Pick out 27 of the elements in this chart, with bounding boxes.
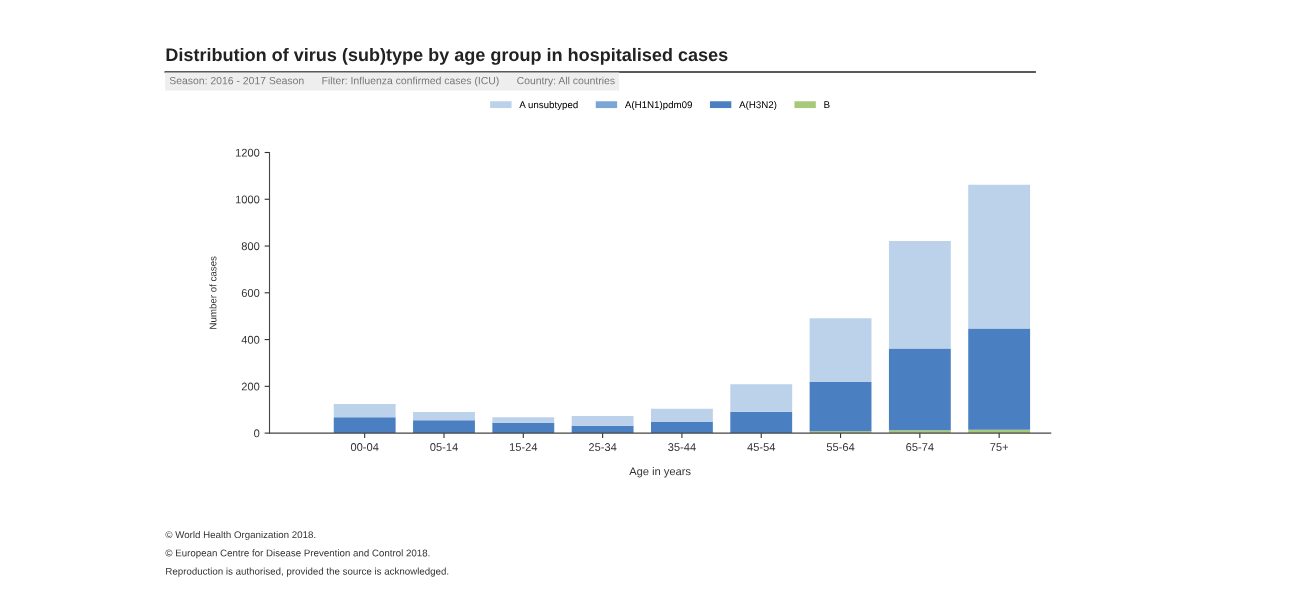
x-tick-label: 45-54	[747, 443, 776, 451]
x-tick-label: 00-04	[350, 443, 379, 451]
text: © European Centre for Disease Prevention and Control 2018.	[165, 549, 430, 559]
chart-subtitle: Season: 2016 - 2017 Season Filter: Influenza confirmed cases (ICU) Country: All countries	[169, 76, 615, 87]
x-axis-title: Age in years	[629, 467, 691, 478]
y-axis-title: Number of cases	[209, 256, 217, 329]
text: Reproduction is authorised, provided the source is acknowledged.	[166, 567, 449, 577]
y-tick-label: 600	[241, 289, 260, 297]
legend-label: B	[824, 101, 830, 109]
y-tick-label: 800	[241, 242, 260, 251]
x-tick-label: 35-44	[668, 443, 696, 451]
x-tick-label: 05-14	[430, 443, 458, 451]
y-tick-label: 200	[241, 382, 260, 391]
y-tick-label: 400	[241, 335, 260, 344]
y-tick-label: 1200	[235, 148, 260, 157]
legend-label: A(H1N1)pdm09	[624, 101, 692, 111]
x-tick-label: 65-74	[906, 443, 934, 451]
text: © World Health Organization 2018.	[165, 530, 316, 541]
legend-label: A(H3N2)	[739, 101, 777, 111]
x-tick-label: 25-34	[588, 443, 617, 451]
x-tick-label: 75+	[990, 443, 1009, 451]
x-tick-label: 55-64	[826, 443, 855, 451]
chart-title: Distribution of virus (sub)type by age group in hospitalised cases	[166, 47, 728, 65]
legend-label: A unsubtyped	[519, 101, 578, 111]
y-tick-label: 1000	[235, 195, 260, 204]
x-tick-label: 15-24	[509, 443, 538, 451]
y-tick-label: 0	[254, 429, 260, 438]
